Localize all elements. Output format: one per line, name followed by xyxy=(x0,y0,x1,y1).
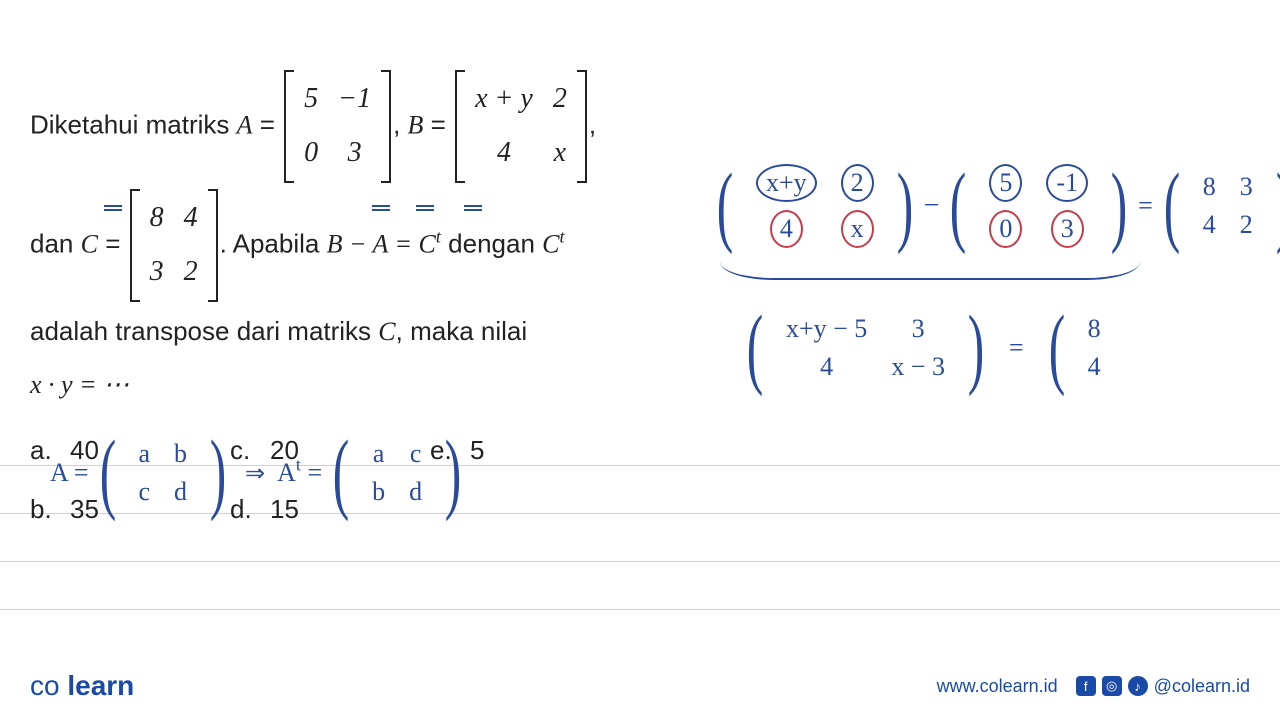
mark-under-Ct xyxy=(464,205,482,211)
comma: , xyxy=(589,109,596,139)
xy-eq: x · y = ⋯ xyxy=(30,370,129,399)
eq-sign: = xyxy=(1009,333,1024,362)
minus-sign: − xyxy=(924,190,940,221)
eq-sign: = xyxy=(1138,191,1153,220)
hmat-Ct: 83 42 xyxy=(1191,168,1265,244)
eq: = xyxy=(260,109,282,139)
eq: = xyxy=(105,228,127,258)
At-label: A xyxy=(277,458,296,487)
handwriting-transpose: A = ( ab cd ) ⇒ At = ( ac bd ) xyxy=(50,435,468,511)
social-icons: f ◎ ♪ @colearn.id xyxy=(1076,676,1250,697)
instagram-icon: ◎ xyxy=(1102,676,1122,696)
text: dan xyxy=(30,228,81,258)
underbrace xyxy=(720,262,1140,280)
footer-right: www.colearn.id f ◎ ♪ @colearn.id xyxy=(937,676,1250,697)
text: Diketahui matriks xyxy=(30,109,237,139)
eq: = xyxy=(431,109,453,139)
mark-under-B xyxy=(372,205,390,211)
hmat-diff: x+y − 53 4x − 3 xyxy=(774,310,957,386)
hmat-A: 5-1 03 xyxy=(977,160,1100,252)
text: . Apabila xyxy=(220,228,327,258)
arrow: ⇒ xyxy=(245,461,265,487)
C-ref: C xyxy=(378,317,395,346)
facebook-icon: f xyxy=(1076,676,1096,696)
Ct: C xyxy=(542,229,559,258)
comma: , xyxy=(393,109,407,139)
text: , maka nilai xyxy=(396,316,528,346)
var-A: A xyxy=(237,110,253,139)
hmat-B: x+y2 4x xyxy=(744,160,886,252)
mark-under-A xyxy=(416,205,434,211)
text: dengan xyxy=(448,228,542,258)
handwriting-top: ( x+y2 4x ) − ( 5-1 03 ) = ( 83 42 ) xyxy=(710,160,1280,252)
hmat-res: 8 4 xyxy=(1076,310,1137,386)
var-B: B xyxy=(408,110,424,139)
hmat-gen-t: ac bd xyxy=(360,435,434,511)
A-label: A = xyxy=(50,458,89,487)
footer-url: www.colearn.id xyxy=(937,676,1058,697)
expr: B − A = C xyxy=(327,229,436,258)
var-C: C xyxy=(81,229,98,258)
matrix-C: 84 32 xyxy=(130,189,218,302)
social-handle: @colearn.id xyxy=(1154,676,1250,697)
matrix-B: x + y2 4x xyxy=(455,70,587,183)
handwriting-mid: ( x+y − 53 4x − 3 ) = ( 8 4 xyxy=(740,310,1137,386)
tiktok-icon: ♪ xyxy=(1128,676,1148,696)
logo: co learn xyxy=(30,670,134,702)
matrix-A: 5−1 03 xyxy=(284,70,391,183)
text: adalah transpose dari matriks xyxy=(30,316,378,346)
footer: co learn www.colearn.id f ◎ ♪ @colearn.i… xyxy=(30,670,1250,702)
sup-t: t xyxy=(559,226,564,246)
sup-t: t xyxy=(436,226,441,246)
mark-under-C xyxy=(104,205,122,211)
hmat-gen: ab cd xyxy=(127,435,200,511)
